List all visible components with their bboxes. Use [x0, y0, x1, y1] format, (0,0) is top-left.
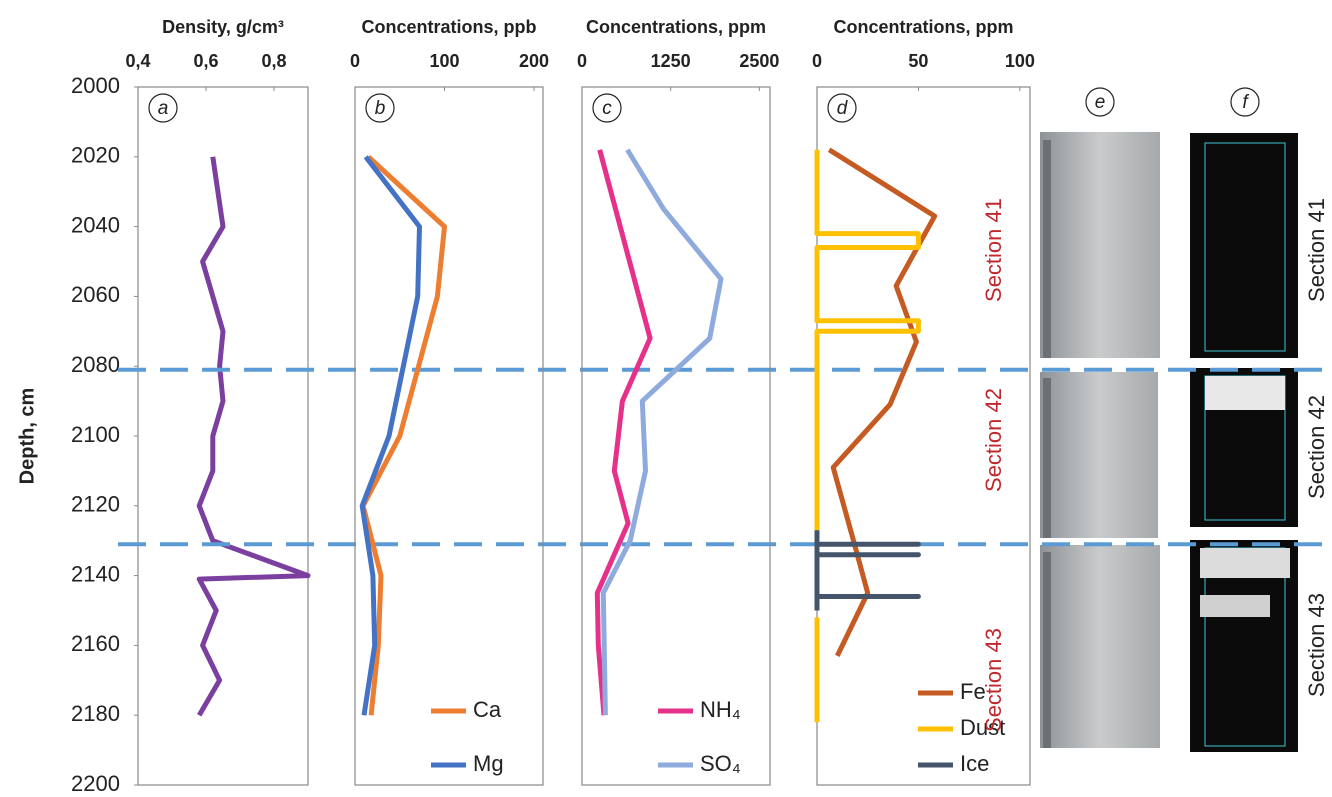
x-tick-label: 50 [908, 51, 928, 71]
legend-label: Ice [960, 751, 989, 776]
x-tick-label: 100 [1005, 51, 1035, 71]
scan-bright [1200, 595, 1270, 617]
legend-label: Mg [473, 751, 504, 776]
y-axis-label: Depth, cm [16, 388, 38, 485]
series-line [199, 157, 308, 715]
x-tick-label: 1250 [651, 51, 691, 71]
y-tick-label: 2120 [71, 492, 120, 517]
x-tick-label: 0 [812, 51, 822, 71]
core-photo [1040, 545, 1160, 748]
panel-title: Concentrations, ppm [833, 17, 1013, 37]
y-tick-label: 2040 [71, 212, 120, 237]
series-line [362, 157, 419, 715]
y-tick-label: 2060 [71, 282, 120, 307]
ct-scan [1190, 133, 1298, 358]
ruler [1043, 378, 1051, 538]
x-tick-label: 0,4 [125, 51, 150, 71]
section-label: Section 41 [981, 198, 1006, 302]
y-tick-label: 2180 [71, 701, 120, 726]
photos-e [1040, 132, 1160, 748]
series-line [817, 150, 918, 722]
panel-letter: b [375, 98, 386, 119]
figure: Density, g/cm³0,40,60,8a2000202020402060… [0, 0, 1332, 797]
y-tick-label: 2100 [71, 422, 120, 447]
section-label: Section 43 [981, 628, 1006, 732]
y-tick-label: 2000 [71, 73, 120, 98]
core-photo [1040, 132, 1160, 358]
section-label: Section 42 [981, 388, 1006, 492]
panel-letter: c [602, 98, 612, 119]
series-line [817, 530, 918, 610]
legend-label: Ca [473, 697, 502, 722]
legend-label: NH₄ [700, 697, 741, 722]
core-photo [1040, 372, 1158, 538]
panel-title: Concentrations, ppm [586, 17, 766, 37]
x-tick-label: 200 [519, 51, 549, 71]
x-tick-label: 0 [350, 51, 360, 71]
ruler [1043, 552, 1051, 748]
y-tick-label: 2160 [71, 631, 120, 656]
panel-letter: e [1095, 92, 1106, 113]
ruler [1043, 140, 1051, 358]
legend-label: SO₄ [700, 751, 741, 776]
y-tick-label: 2200 [71, 771, 120, 796]
scan-bright [1200, 548, 1290, 578]
x-tick-label: 100 [430, 51, 460, 71]
panel-letter: a [158, 98, 169, 119]
x-tick-label: 0,6 [193, 51, 218, 71]
panel-title: Density, g/cm³ [162, 17, 284, 37]
panel-letter: d [837, 98, 849, 119]
y-tick-label: 2020 [71, 143, 120, 168]
x-tick-label: 0 [577, 51, 587, 71]
y-tick-label: 2140 [71, 561, 120, 586]
section-label: Section 43 [1304, 593, 1329, 697]
y-tick-label: 2080 [71, 352, 120, 377]
plot-frame [138, 87, 308, 785]
scan-bright [1205, 376, 1285, 410]
x-tick-label: 2500 [739, 51, 779, 71]
x-tick-label: 0,8 [261, 51, 286, 71]
section-label: Section 41 [1304, 198, 1329, 302]
section-label: Section 42 [1304, 395, 1329, 499]
panel-title: Concentrations, ppb [362, 17, 537, 37]
photos-f [1190, 133, 1298, 752]
series-line [829, 150, 935, 656]
plot-frame [355, 87, 543, 785]
